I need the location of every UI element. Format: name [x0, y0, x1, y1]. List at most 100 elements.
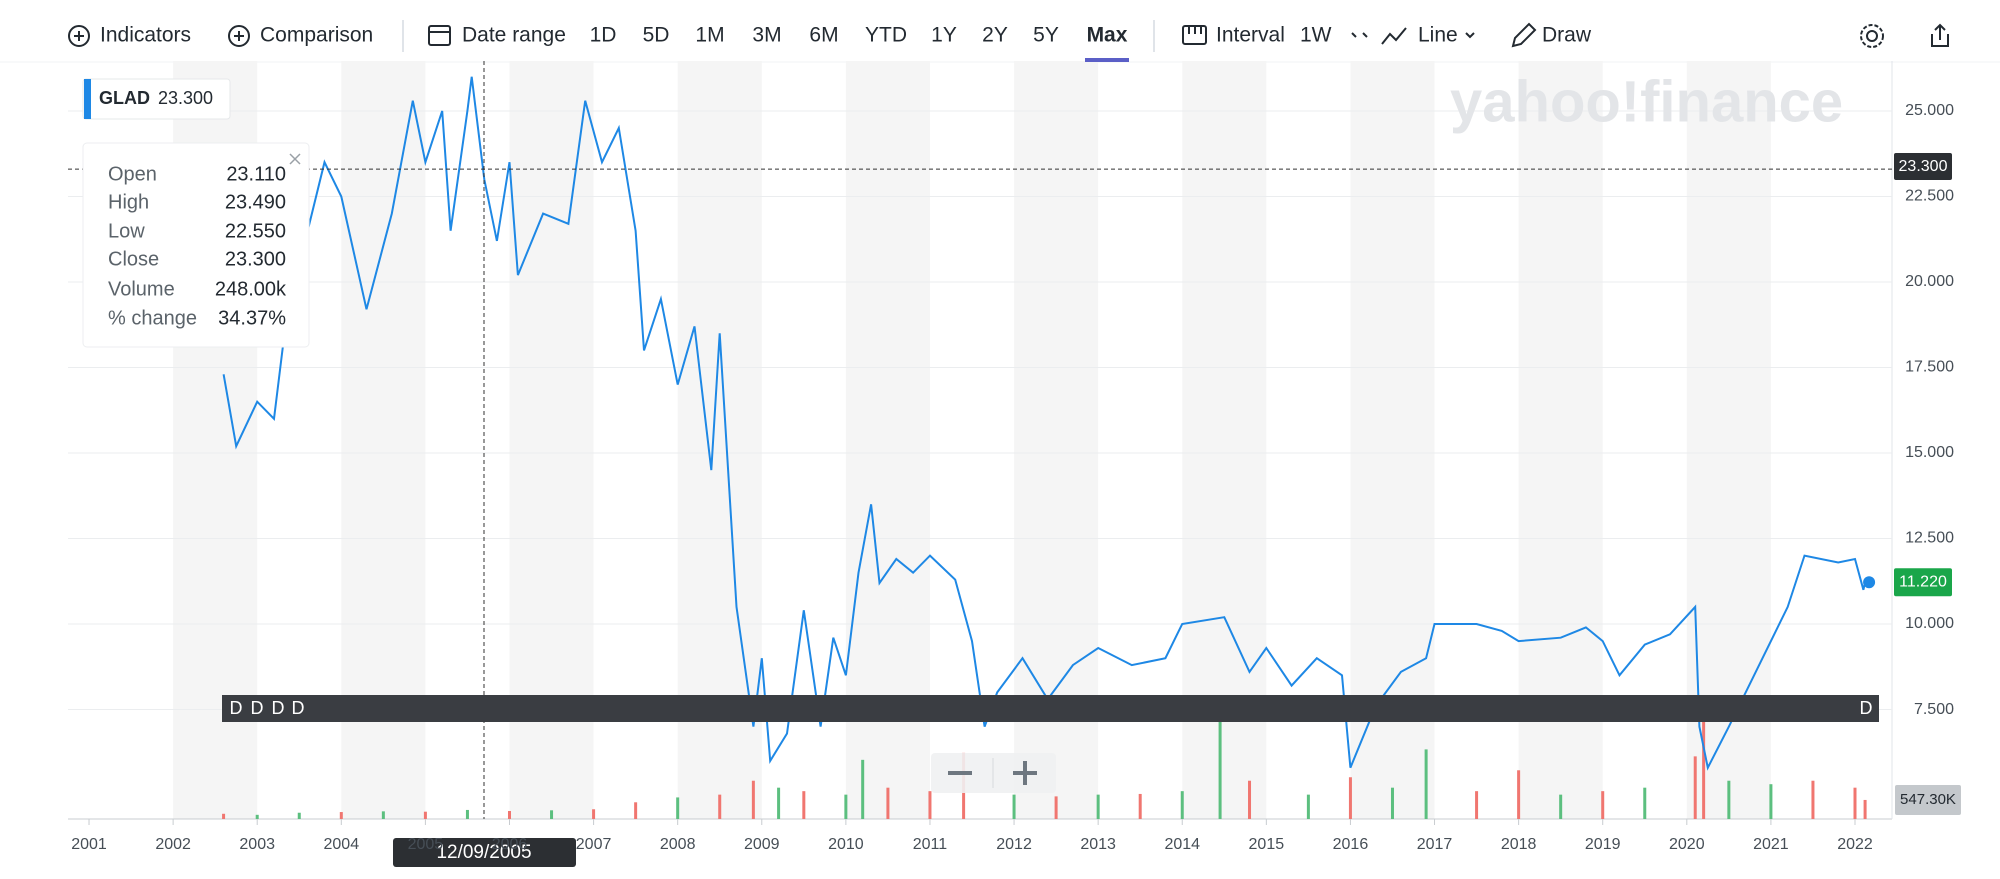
volume-bar [1218, 704, 1222, 819]
range-button[interactable]: 5Y [1033, 24, 1059, 47]
symbol-box [82, 78, 231, 120]
last-price: 11.220 [1899, 574, 1947, 591]
dividend-marker[interactable]: D [251, 698, 264, 718]
last-price-tag [1894, 568, 1952, 597]
range-button[interactable]: 2Y [982, 24, 1008, 47]
volume-bar [777, 787, 781, 819]
y-tick-label: 10.000 [1905, 615, 1954, 632]
indicators-icon[interactable] [68, 25, 90, 47]
volume-bar [1096, 794, 1100, 819]
dividend-marker[interactable]: D [292, 698, 305, 718]
draw-icon[interactable] [1511, 22, 1537, 48]
tooltip-value: 23.110 [226, 163, 286, 185]
volume-bar [550, 810, 554, 819]
x-tick-label: 2005 [408, 836, 444, 853]
symbol-name: GLAD [99, 88, 150, 108]
date-range-icon[interactable] [428, 25, 451, 46]
share-icon[interactable] [1931, 23, 1949, 47]
volume-bar [1811, 780, 1815, 819]
volume-bar [222, 813, 226, 819]
volume-bar [1601, 791, 1605, 819]
volume-bar [339, 812, 343, 819]
volume-bar [423, 811, 427, 819]
volume-bar [676, 797, 680, 819]
symbol-price: 23.300 [158, 88, 213, 108]
volume-bar [1180, 791, 1184, 819]
volume-bar [1769, 784, 1773, 819]
year-bands [173, 61, 1771, 819]
draw-button[interactable]: Draw [1542, 24, 1592, 47]
range-button[interactable]: 1D [590, 24, 617, 47]
tooltip-label: Low [108, 220, 145, 242]
dividend-marker[interactable]: D [230, 698, 243, 718]
y-tick-label: 17.500 [1905, 359, 1954, 376]
range-button[interactable]: Max [1087, 24, 1128, 47]
settings-icon[interactable] [1866, 30, 1878, 42]
y-tick-label: 12.500 [1905, 530, 1954, 547]
y-tick-label: 20.000 [1905, 273, 1954, 290]
volume-bar [928, 791, 932, 819]
volume-bar [886, 787, 890, 819]
tooltip-value: 23.490 [225, 191, 286, 213]
interval-value[interactable]: 1W [1300, 24, 1332, 47]
volume-bar [1012, 794, 1016, 819]
volume-bar [381, 811, 385, 819]
chart-type-button[interactable]: Line [1418, 24, 1458, 47]
line-icon[interactable] [1381, 27, 1407, 45]
y-tick-label: 25.000 [1905, 102, 1954, 119]
crosshair-price: 23.300 [1899, 158, 1948, 175]
x-tick-label: 2010 [828, 836, 864, 853]
x-tick-label: 2015 [1249, 836, 1285, 853]
toolbar-icons [68, 20, 1949, 52]
comparison-icon[interactable] [228, 25, 250, 47]
x-tick-label: 2004 [324, 836, 360, 853]
crosshair-date-box [392, 838, 576, 867]
range-button[interactable]: 5D [643, 24, 670, 47]
x-tick-label: 2001 [71, 836, 107, 853]
volume-bar [465, 809, 469, 819]
x-tick-label: 2020 [1669, 836, 1705, 853]
range-button[interactable]: 6M [809, 24, 838, 47]
year-band [1350, 61, 1435, 819]
volume-bar [1727, 780, 1731, 819]
range-button[interactable]: YTD [865, 24, 907, 47]
tooltip-box [82, 142, 310, 348]
volume-bar [751, 780, 755, 819]
date-range-button[interactable]: Date range [462, 24, 566, 47]
x-tick-label: 2018 [1501, 836, 1537, 853]
zoom-in[interactable] [1013, 761, 1037, 785]
volume-bar [1693, 756, 1697, 819]
dividend-bar [222, 695, 1879, 722]
dividend-marker[interactable]: D [272, 698, 285, 718]
year-band [1182, 61, 1267, 819]
volume-label: 547.30K [1900, 791, 1956, 808]
tooltip-close[interactable] [289, 153, 301, 165]
volume-bar [1702, 721, 1706, 819]
x-tick-label: 2022 [1837, 836, 1873, 853]
plot [222, 76, 1876, 771]
volume-bar [1643, 787, 1647, 819]
range-button[interactable]: 3M [752, 24, 781, 47]
tooltip-label: Open [108, 163, 157, 185]
x-tick-label: 2013 [1080, 836, 1116, 853]
x-tick-label: 2006 [492, 836, 528, 853]
x-tick-label: 2008 [660, 836, 696, 853]
indicators-button[interactable]: Indicators [100, 24, 191, 47]
y-tick-label: 7.500 [1914, 701, 1954, 718]
crosshair-price-tag [1894, 153, 1952, 180]
price-line [222, 76, 1867, 771]
volume-bar [1559, 794, 1563, 819]
volume-bar [507, 810, 511, 819]
year-band [1686, 61, 1771, 819]
dividend-marker[interactable]: D [1860, 698, 1873, 718]
volume-bar [1424, 749, 1428, 819]
year-band [1014, 61, 1099, 819]
interval-label[interactable]: Interval [1216, 24, 1285, 47]
volume-bar [592, 809, 596, 819]
volume-bar [297, 812, 301, 819]
range-button[interactable]: 1Y [931, 24, 957, 47]
comparison-button[interactable]: Comparison [260, 24, 373, 47]
range-button[interactable]: 1M [695, 24, 724, 47]
symbol-color [84, 79, 91, 119]
